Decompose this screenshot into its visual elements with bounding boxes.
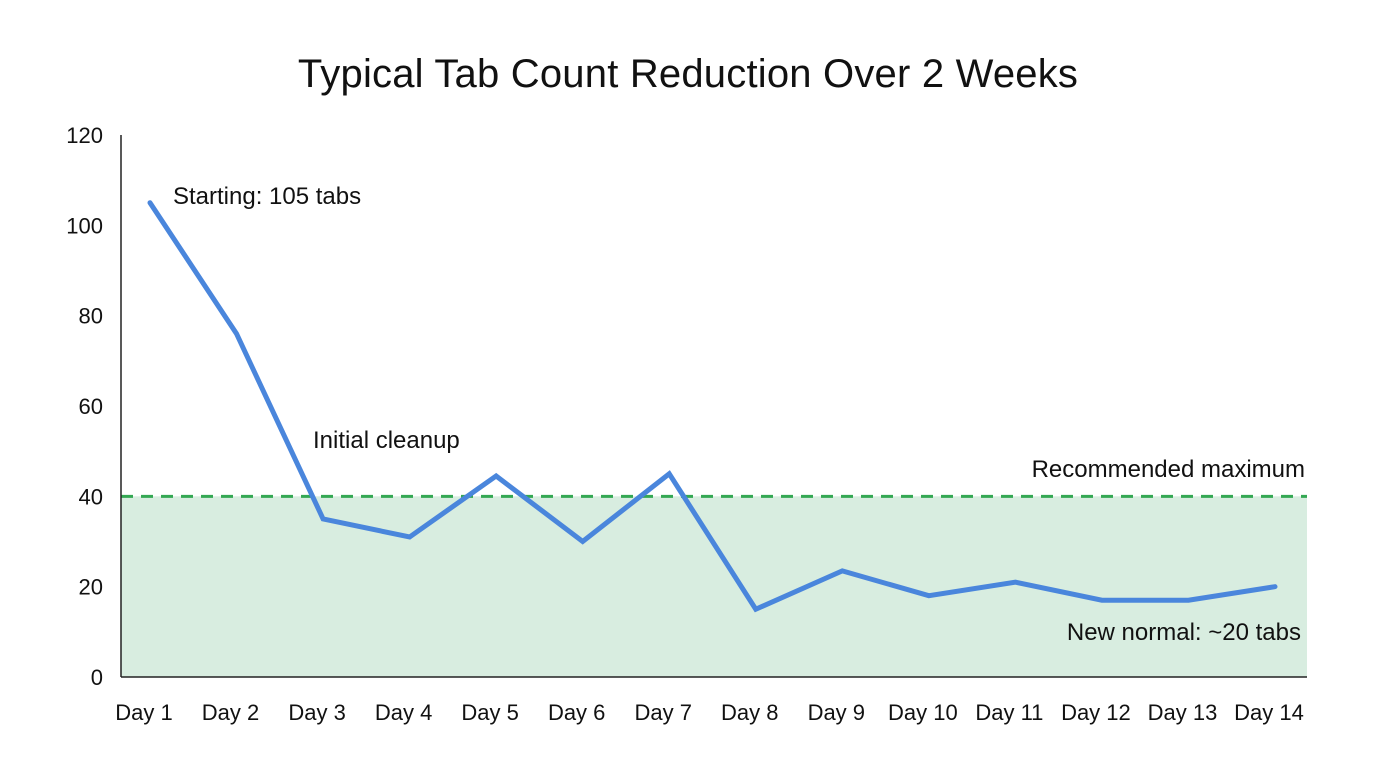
x-tick-label: Day 2	[202, 700, 259, 725]
x-tick-label: Day 3	[288, 700, 345, 725]
x-tick-label: Day 9	[808, 700, 865, 725]
x-tick-label: Day 10	[888, 700, 958, 725]
chart-title: Typical Tab Count Reduction Over 2 Weeks	[297, 52, 1079, 96]
y-tick-label: 20	[79, 575, 103, 600]
annotation-new-normal: New normal: ~20 tabs	[1067, 619, 1301, 646]
annotation-start: Starting: 105 tabs	[173, 183, 361, 210]
y-tick-label: 120	[66, 123, 103, 148]
x-tick-label: Day 8	[721, 700, 778, 725]
y-tick-label: 60	[79, 394, 103, 419]
x-tick-label: Day 5	[461, 700, 518, 725]
x-tick-label: Day 1	[115, 700, 172, 725]
tab-count-line	[147, 200, 1278, 613]
x-tick-label: Day 6	[548, 700, 605, 725]
x-tick-label: Day 13	[1148, 700, 1218, 725]
annotation-recommended-max: Recommended maximum	[1032, 456, 1305, 483]
x-tick-label: Day 12	[1061, 700, 1131, 725]
y-tick-label: 0	[91, 665, 103, 690]
y-tick-labels: 0 20 40 60 80 100 120	[66, 123, 103, 690]
annotation-initial-cleanup: Initial cleanup	[313, 427, 460, 454]
y-tick-label: 100	[66, 213, 103, 238]
recommended-zone-fill	[121, 496, 1307, 677]
y-tick-label: 80	[79, 304, 103, 329]
x-tick-label: Day 11	[975, 700, 1043, 725]
x-tick-labels: Day 1 Day 2 Day 3 Day 4 Day 5 Day 6 Day 7 Day 8…	[115, 700, 1304, 725]
x-tick-label: Day 7	[634, 700, 691, 725]
y-tick-label: 40	[79, 484, 103, 509]
x-tick-label: Day 4	[375, 700, 432, 725]
x-tick-label: Day 14	[1234, 700, 1304, 725]
